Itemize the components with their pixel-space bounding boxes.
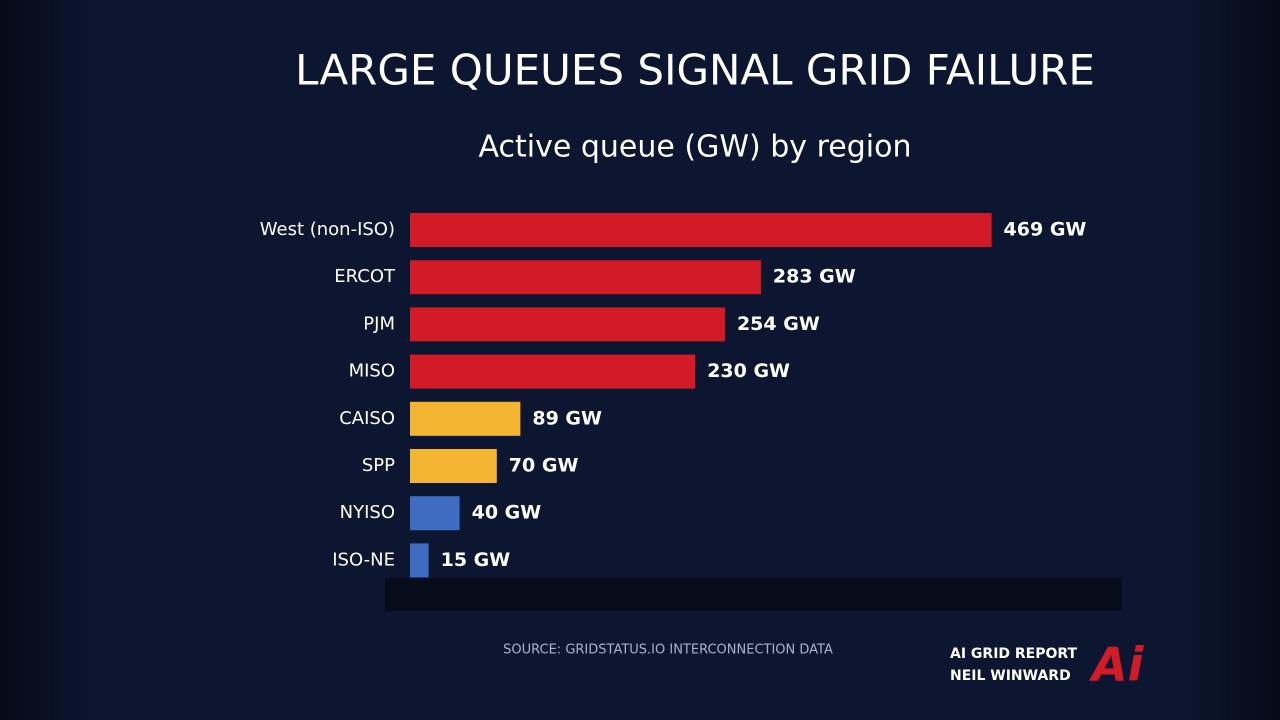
bar xyxy=(410,307,725,342)
value-label: 89 GW xyxy=(532,407,602,429)
category-label: NYISO xyxy=(340,502,395,523)
value-label: 254 GW xyxy=(737,313,820,335)
source-note: SOURCE: GRIDSTATUS.IO INTERCONNECTION DA… xyxy=(503,643,833,658)
value-label: 283 GW xyxy=(773,266,856,288)
value-label: 469 GW xyxy=(1004,219,1087,241)
value-label: 15 GW xyxy=(441,549,511,571)
category-label: CAISO xyxy=(339,408,395,429)
bar xyxy=(410,543,429,578)
chart-title: LARGE QUEUES SIGNAL GRID FAILURE xyxy=(295,46,1095,95)
bar xyxy=(410,449,497,483)
bar xyxy=(410,260,761,295)
brand-line: NEIL WINWARD xyxy=(950,668,1071,684)
category-label: West (non-ISO) xyxy=(260,219,395,240)
category-label: MISO xyxy=(349,361,395,382)
chart-subtitle: Active queue (GW) by region xyxy=(479,130,912,165)
bar xyxy=(410,354,696,389)
value-label: 230 GW xyxy=(707,360,790,382)
bar xyxy=(410,213,992,247)
logo: Ai xyxy=(1089,638,1145,692)
value-label: 40 GW xyxy=(472,502,542,524)
category-label: ISO-NE xyxy=(332,549,395,570)
category-label: SPP xyxy=(362,455,395,476)
bar xyxy=(410,401,521,436)
category-label: ERCOT xyxy=(334,266,396,287)
bar xyxy=(410,496,460,531)
category-label: PJM xyxy=(363,313,395,334)
footer-strip xyxy=(385,578,1122,611)
value-label: 70 GW xyxy=(509,455,579,477)
brand-line: AI GRID REPORT xyxy=(950,646,1078,662)
